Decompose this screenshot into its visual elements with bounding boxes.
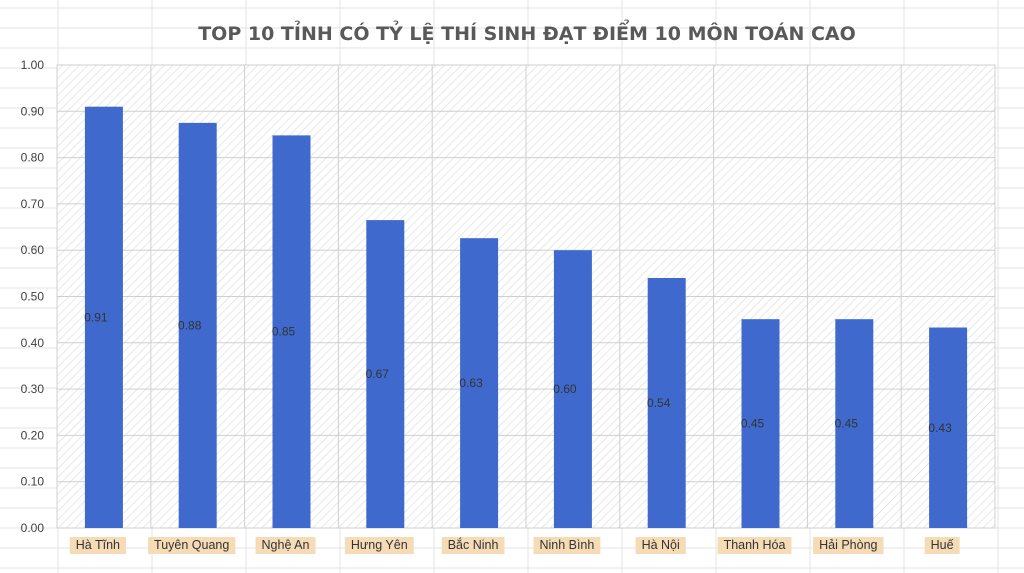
data-label: 0.63: [459, 376, 483, 390]
category-label: Huế: [924, 537, 960, 554]
bar: [741, 319, 780, 528]
data-label: 0.45: [835, 417, 859, 431]
category-label-text: Hải Phòng: [819, 538, 877, 552]
data-label: 0.85: [272, 325, 296, 339]
bar: [647, 277, 686, 528]
bar: [366, 220, 405, 529]
category-label: Thanh Hóa: [717, 537, 792, 554]
category-label-text: Tuyên Quang: [154, 538, 229, 552]
category-label-background: [635, 537, 686, 554]
y-tick-label: 0.30: [21, 382, 45, 396]
bar: [84, 106, 123, 529]
y-tick-label: 0.90: [21, 104, 45, 118]
data-label: 0.45: [741, 417, 765, 431]
y-tick-label: 0.60: [21, 243, 45, 257]
y-tick-label: 0.80: [21, 151, 45, 165]
category-label-background: [813, 537, 884, 554]
category-label-text: Bắc Ninh: [448, 537, 499, 552]
bar: [835, 319, 874, 528]
category-label-text: Ninh Bình: [539, 538, 594, 552]
category-label: Hưng Yên: [344, 537, 414, 554]
category-label-text: Hà Tĩnh: [76, 538, 120, 552]
category-label-background: [717, 537, 792, 554]
bar: [553, 250, 592, 528]
bars: [84, 106, 968, 529]
y-axis-tick-labels: 0.00 0.10 0.20 0.30 0.40 0.50 0.60 0.70 0.80 0.90…: [21, 58, 45, 535]
category-label: Bắc Ninh: [441, 537, 505, 554]
category-label-background: [255, 537, 316, 554]
bar: [178, 122, 217, 528]
bar: [929, 327, 968, 528]
category-label: Tuyên Quang: [148, 537, 236, 554]
category-label: Ninh Bình: [533, 537, 601, 554]
category-label-background: [148, 537, 236, 554]
category-label: Hải Phòng: [813, 537, 884, 554]
bar: [460, 238, 499, 529]
category-label-background: [344, 537, 414, 554]
category-label-background: [441, 537, 505, 554]
data-label: 0.88: [178, 318, 202, 332]
chart-title: TOP 10 TỈNH CÓ TỶ LỆ THÍ SINH ĐẠT ĐIỂM 1…: [198, 19, 856, 45]
y-tick-label: 1.00: [21, 58, 45, 72]
y-tick-label: 0.20: [21, 428, 45, 442]
y-tick-label: 0.50: [21, 290, 45, 304]
category-label-text: Hưng Yên: [351, 538, 408, 552]
category-label-background: [69, 537, 127, 554]
x-axis-category-labels: Hà Tĩnh Tuyên Quang Nghệ An Hưng Yên Bắc Nin…: [69, 537, 960, 554]
data-label: 0.54: [647, 396, 671, 410]
data-labels: 0.91 0.88 0.85 0.67 0.63 0.60 0.54 0.45 0.45 0.43: [84, 310, 952, 434]
data-label: 0.67: [366, 367, 390, 381]
category-label: Hà Tĩnh: [69, 537, 127, 554]
y-tick-label: 0.70: [21, 197, 45, 211]
category-label-text: Nghệ An: [262, 538, 310, 552]
data-label: 0.60: [553, 382, 577, 396]
data-label: 0.91: [84, 310, 108, 324]
category-label-text: Huế: [931, 538, 954, 552]
data-label: 0.43: [928, 421, 952, 435]
y-tick-label: 0.40: [21, 336, 45, 350]
y-tick-label: 0.10: [21, 475, 45, 489]
category-label-background: [924, 537, 960, 554]
category-label-text: Thanh Hóa: [724, 538, 786, 552]
category-label: Nghệ An: [255, 537, 316, 554]
category-label-background: [533, 537, 601, 554]
y-tick-label: 0.00: [21, 521, 45, 535]
category-label-text: Hà Nội: [642, 538, 680, 552]
bar: [272, 135, 311, 528]
category-label: Hà Nội: [635, 537, 686, 554]
